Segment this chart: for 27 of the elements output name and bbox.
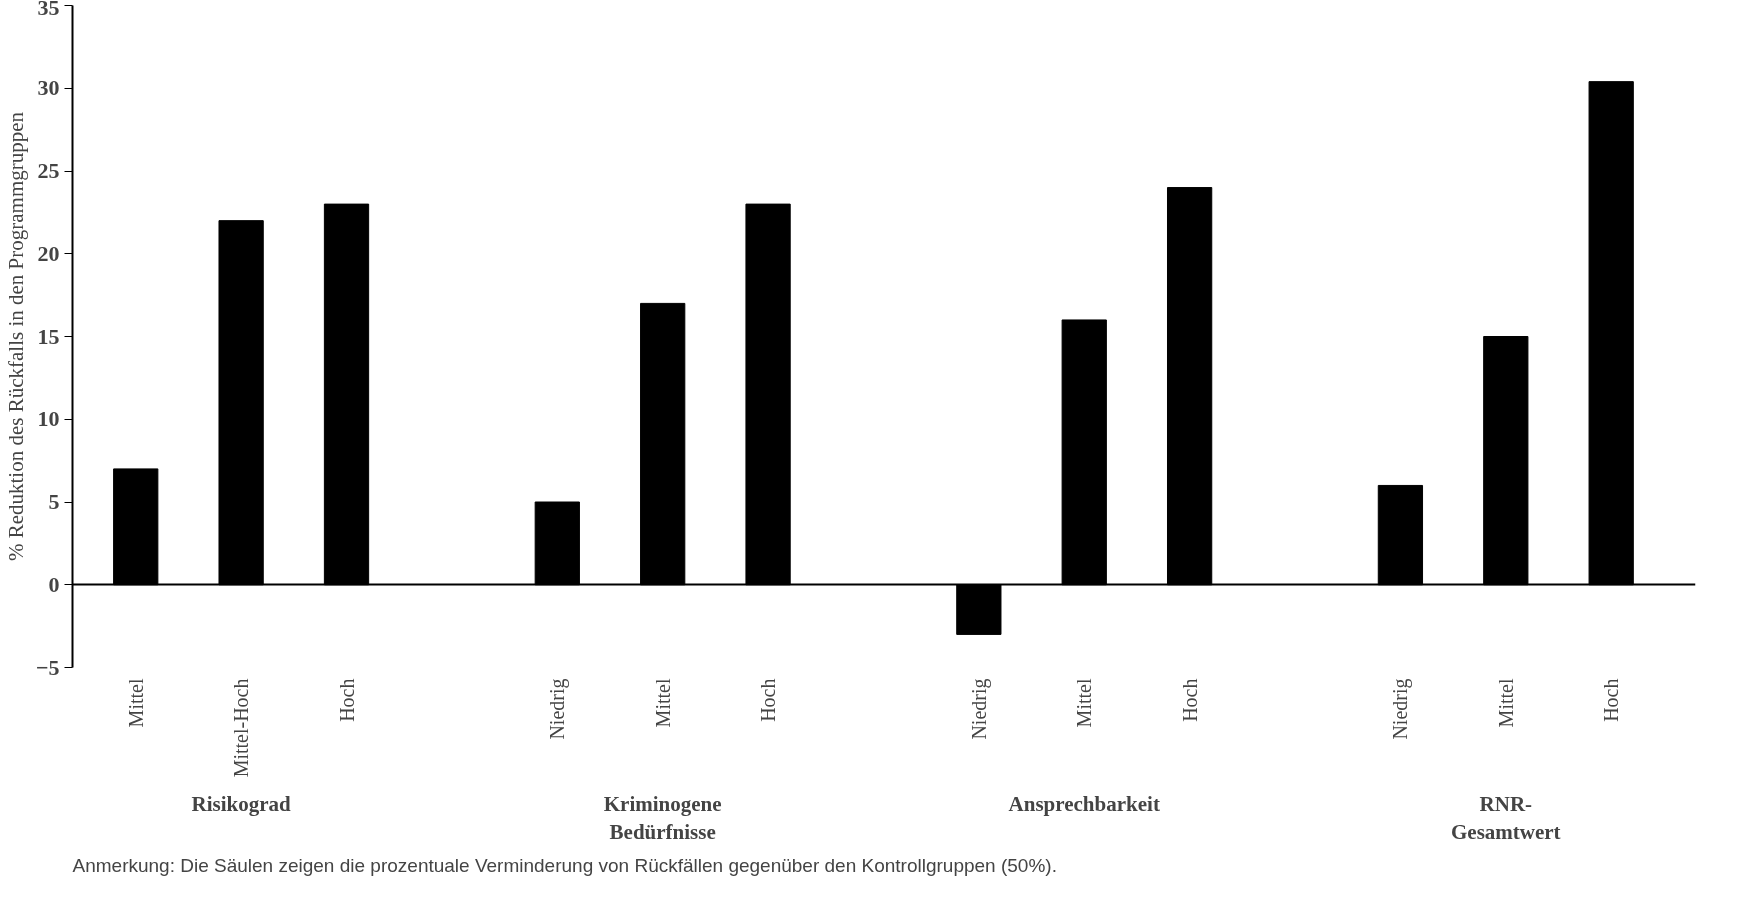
x-tick-label: Hoch (757, 678, 780, 722)
x-tick-label: Niedrig (967, 678, 991, 740)
x-tick-label: Hoch (335, 678, 358, 722)
x-tick-label: Hoch (1600, 678, 1623, 722)
text: Ansprechbarkeit (1008, 791, 1160, 816)
text: Risikograd (191, 791, 292, 816)
y-axis-title: % Reduktion des Rückfalls in den Programmgruppen (3, 111, 28, 562)
text: Kriminogene Bedürfnisse (603, 791, 722, 845)
x-tick-label: Niedrig (1389, 678, 1413, 740)
x-tick-label: Mittel (651, 678, 674, 728)
y-tick-label: 35 (37, 0, 60, 20)
x-tick-label: Mittel-Hoch (230, 678, 253, 778)
y-tick-label: 25 (37, 158, 60, 183)
y-tick-label: 10 (37, 406, 60, 432)
y-tick-label: 15 (37, 323, 60, 349)
y-tick-label: 0 (48, 571, 60, 597)
text: Anmerkung: Die Säulen zeigen die prozentuale Verminderung von Rückfällen gegenüber den Kontrollgruppen (50%). (72, 854, 1057, 876)
y-tick-label: 20 (37, 240, 60, 266)
y-tick-label: 30 (37, 75, 60, 101)
x-tick-label: Niedrig (546, 678, 570, 740)
x-tick-label: Mittel (124, 678, 147, 728)
x-tick-label: Mittel (1494, 678, 1517, 728)
x-tick-label: Mittel (1073, 678, 1096, 728)
text: RNR- Gesamtwert (1450, 791, 1561, 845)
x-tick-label: Hoch (1178, 678, 1201, 722)
y-tick-label: 5 (48, 489, 60, 514)
y-tick-label: −5 (35, 654, 60, 680)
